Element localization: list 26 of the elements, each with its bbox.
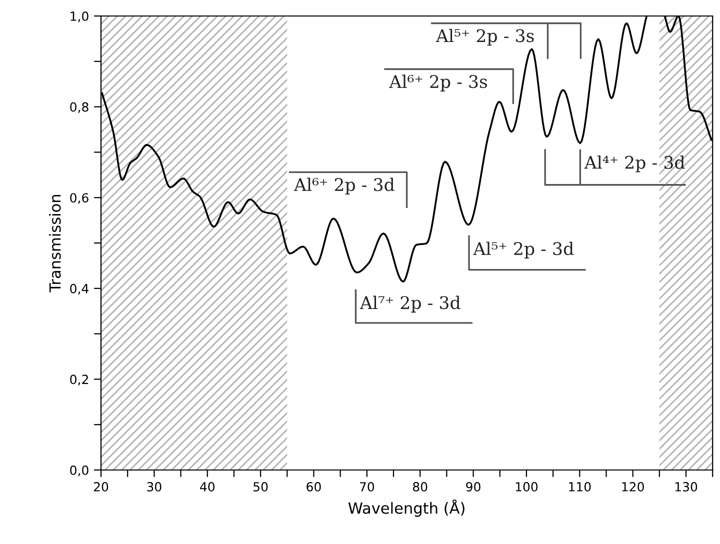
annotation: Al⁶⁺ 2p - 3s xyxy=(389,74,488,92)
x-tick-label: 50 xyxy=(254,482,268,492)
x-tick-label: 70 xyxy=(360,482,374,492)
x-tick-label: 20 xyxy=(94,482,108,492)
annotation: Al⁴⁺ 2p - 3d xyxy=(584,155,685,172)
x-axis-title: Wavelength (Å) xyxy=(348,499,464,517)
x-tick-label: 130 xyxy=(675,482,698,492)
y-axis-title: Transmission xyxy=(48,194,61,292)
y-tick-label: 0,6 xyxy=(70,193,88,204)
x-tick-label: 100 xyxy=(516,482,538,492)
x-tick-label: 60 xyxy=(306,482,321,492)
x-tick-label: 90 xyxy=(466,482,480,492)
y-tick-label: 0,2 xyxy=(70,374,88,386)
annotation: Al⁶⁺ 2p - 3d xyxy=(294,178,394,195)
x-tick-label: 40 xyxy=(200,482,214,492)
x-tick-label: 80 xyxy=(412,482,428,492)
x-tick-label: 110 xyxy=(569,482,591,492)
y-tick-label: 0,8 xyxy=(70,102,88,113)
annotation: Al⁵⁺ 2p - 3s xyxy=(436,28,534,46)
annotation: Al⁷⁺ 2p - 3d xyxy=(360,296,460,313)
x-tick-label: 120 xyxy=(622,482,644,492)
x-tick-label: 30 xyxy=(147,482,162,492)
y-tick-label: 0,4 xyxy=(70,284,88,295)
annotation: Al⁵⁺ 2p - 3d xyxy=(473,242,574,259)
y-tick-label: 0,0 xyxy=(70,465,88,476)
y-tick-label: 1,0 xyxy=(70,11,88,22)
